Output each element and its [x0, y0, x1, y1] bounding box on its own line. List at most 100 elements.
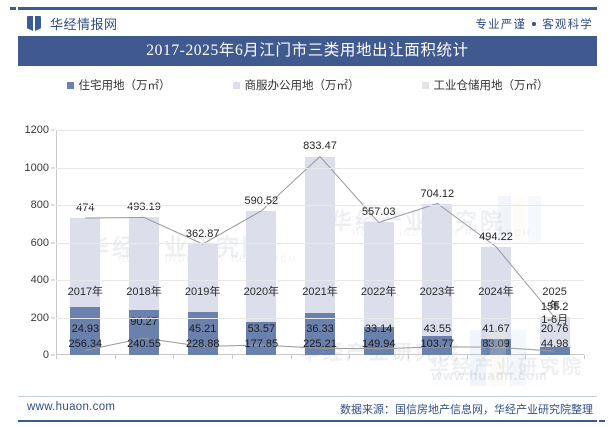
legend-label: 住宅用地（万㎡）: [78, 80, 171, 92]
x-axis-label-line: 1-6月: [541, 314, 569, 326]
bar-group: [56, 130, 584, 355]
y-axis-tick-mark: [51, 279, 55, 281]
legend-item[interactable]: 商服办公用地（万㎡）: [232, 77, 360, 93]
tagline-right: 客观科学: [542, 19, 593, 31]
bar-label-commercial: 704.12: [420, 187, 455, 200]
bar-segment-residential[interactable]: [246, 321, 277, 355]
x-axis-tick-mark: [232, 355, 233, 359]
bar-label-commercial: 493.19: [127, 201, 161, 214]
tagline-separator-dot-icon: [532, 22, 537, 26]
x-axis-tick-mark: [173, 355, 175, 359]
stacked-bar[interactable]: [422, 130, 453, 355]
x-axis-label-line: 2020年: [243, 286, 280, 298]
bar-segment-commercial[interactable]: [70, 218, 101, 307]
x-axis-label: 2024年: [478, 285, 513, 299]
bar-label-commercial: 557.03: [361, 206, 396, 219]
x-axis-label: 2023年: [420, 285, 455, 299]
gridline: [56, 280, 584, 281]
bar-segment-commercial[interactable]: [246, 210, 277, 322]
line-series-overlay: [56, 130, 584, 355]
legend-swatch-icon: [421, 81, 429, 89]
legend-label: 商服办公用地（万㎡）: [244, 80, 360, 92]
stacked-bar[interactable]: [363, 130, 394, 355]
x-axis-label-line: 2018年: [126, 286, 162, 298]
y-axis-tick-mark: [51, 242, 55, 243]
x-axis-label-line: 2019年: [184, 286, 221, 298]
y-axis-tick-mark: [51, 204, 55, 206]
y-axis-tick-label: 1200: [24, 124, 49, 136]
y-axis-tick-mark: [51, 129, 55, 131]
gridline: [56, 317, 584, 319]
x-axis-label: 2017年: [68, 285, 103, 299]
gridline: [56, 242, 584, 244]
bar-segment-commercial[interactable]: [305, 156, 335, 313]
gridline: [56, 205, 584, 206]
bar-segment-residential[interactable]: [363, 326, 394, 355]
stacked-bar[interactable]: [246, 130, 277, 355]
x-axis-labels: 2017年 2018年 2019年 2020年 2021年 2022年 2023年 2024年…: [56, 285, 584, 326]
x-axis-tick-mark: [349, 355, 351, 359]
x-axis-tick-mark: [525, 355, 527, 359]
x-axis-tick-mark: [114, 355, 116, 359]
header-tagline: 专业严谨 客观科学: [475, 16, 593, 32]
page-title: 2017-2025年6月江门市三类用地出让面积统计: [146, 42, 469, 59]
x-axis-label: 2019年: [185, 285, 220, 299]
stacked-bar[interactable]: [481, 130, 511, 355]
x-axis-label-line: 2017年: [67, 286, 104, 298]
y-axis-tick-label: 1000: [24, 161, 49, 174]
bar-segment-residential[interactable]: [70, 306, 101, 355]
x-axis-label-line: 2022年: [360, 286, 397, 298]
stack-total-line: [85, 156, 554, 317]
title-band: 2017-2025年6月江门市三类用地出让面积统计: [18, 36, 597, 66]
line-label-industrial: 43.55: [423, 323, 452, 335]
stacked-bar[interactable]: [70, 130, 101, 355]
bar-label-commercial: 474: [76, 202, 95, 215]
page-footer: www.huaon.com 数据来源：国信房地产信息网，华经产业研究院整理: [0, 399, 615, 419]
y-axis-tick-label: 600: [30, 236, 49, 249]
legend-item[interactable]: 住宅用地（万㎡）: [66, 77, 171, 93]
x-axis-tick-mark: [584, 355, 585, 359]
x-axis-label: 2025年 1-6月: [540, 285, 569, 327]
x-axis-tick-mark: [56, 355, 57, 359]
bar-segment-commercial[interactable]: [129, 217, 159, 310]
line-label-industrial: 24.93: [71, 323, 100, 335]
bar-label-residential: 103.77: [420, 338, 455, 350]
y-axis-tick-mark: [51, 317, 55, 318]
stacked-bar[interactable]: [187, 130, 218, 355]
x-axis-label-line: 2023年: [419, 286, 456, 298]
bottom-accent-rule: [18, 420, 605, 422]
bar-label-commercial: 833.47: [303, 140, 337, 153]
bar-segment-residential[interactable]: [187, 312, 218, 355]
bar-segment-commercial[interactable]: [187, 244, 218, 313]
bar-label-residential: 256.34: [68, 338, 103, 350]
tagline-left: 专业严谨: [475, 19, 527, 31]
x-axis-tick-mark: [290, 355, 292, 359]
y-axis-tick-label: 800: [30, 199, 49, 211]
y-axis-tick-mark: [51, 354, 55, 356]
top-accent-rule: [10, 7, 597, 10]
bar-segment-commercial[interactable]: [539, 317, 570, 347]
y-axis-tick-label: 200: [30, 311, 49, 324]
bar-label-residential: 240.55: [127, 338, 161, 350]
bar-label-residential: 228.88: [185, 338, 220, 350]
bar-segment-residential[interactable]: [422, 335, 453, 355]
chart-plot-area: 华经产业研究院 华经产业研究院 华经产业研究院 HUAON INDUSTRY R…: [0, 100, 615, 364]
legend-item[interactable]: 工业仓储用地（万㎡）: [421, 77, 549, 93]
legend-swatch-icon: [66, 81, 74, 89]
x-axis-label-line: 2024年: [478, 286, 514, 298]
bar-segment-commercial[interactable]: [481, 246, 511, 340]
bar-segment-residential[interactable]: [129, 309, 159, 355]
footer-source-note: 数据来源：国信房地产信息网，华经产业研究院整理: [340, 404, 593, 416]
line-label-industrial: 33.14: [364, 323, 393, 335]
y-axis-tick-mark: [51, 167, 55, 168]
bar-label-residential: 44.98: [540, 338, 569, 350]
legend-label: 工业仓储用地（万㎡）: [433, 80, 549, 92]
bar-segment-commercial[interactable]: [422, 203, 453, 336]
bar-segment-commercial[interactable]: [363, 222, 394, 327]
stacked-bar[interactable]: [129, 130, 159, 355]
watermark-url: www.huaon.com: [432, 368, 548, 383]
footer-site-url[interactable]: www.huaon.com: [27, 401, 116, 413]
bar-label-commercial: 155.2: [540, 301, 569, 314]
bar-label-residential: 177.85: [244, 338, 279, 350]
x-axis-tick-mark: [408, 355, 409, 359]
